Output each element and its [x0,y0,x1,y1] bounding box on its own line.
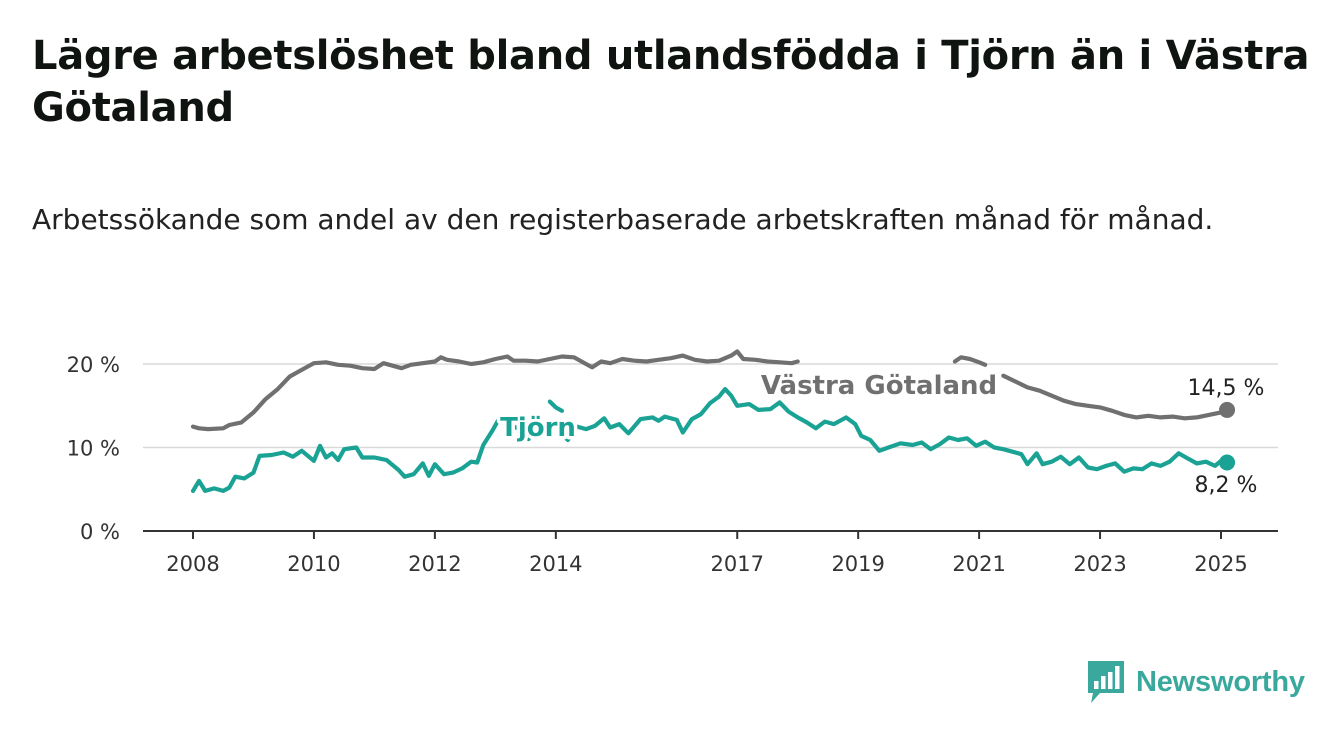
end-value-label-tjorn: 8,2 % [1195,473,1258,498]
tjorn-series-line [190,417,531,493]
series-lines [190,349,1236,493]
brand-name: Newsworthy [1136,665,1305,698]
y-tick-label: 0 % [80,520,120,544]
vastra-gotaland-series-line [952,355,988,367]
tjorn-end-point [1219,454,1236,471]
y-axis-tick-labels: 0 % 10 % 20 % [67,353,120,544]
vastra-gotaland-series-line [190,349,800,432]
bar-chart-logo-icon [1088,661,1124,703]
x-tick-label: 2019 [831,552,884,576]
x-tick-label: 2023 [1073,552,1126,576]
x-axis: 2008 2010 2012 2014 2017 2019 2021 2023 2025 [143,530,1278,576]
vastra-gotaland-series-line [1001,373,1230,421]
x-tick-label: 2010 [287,552,340,576]
x-tick-label: 2021 [952,552,1005,576]
chart-subtitle: Arbetssökande som andel av den registerb… [32,203,1214,236]
vastra-gotaland-end-point [1219,401,1236,418]
y-tick-label: 20 % [67,353,120,377]
x-tick-label: 2025 [1194,552,1247,576]
newsworthy-logo: Newsworthy [1088,660,1305,704]
x-tick-label: 2008 [166,552,219,576]
tjorn-series-line [547,399,565,413]
chart-title: Lägre arbetslöshet bland utlandsfödda i … [32,33,1310,131]
x-tick-label: 2014 [529,552,582,576]
series-label-vastra-gotaland: Västra Götaland [761,371,997,401]
series-label-tjorn: Tjörn [500,413,576,443]
y-tick-label: 10 % [67,437,120,461]
series-labels: Västra Götaland Tjörn 14,5 % 8,2 % [497,368,1265,499]
tjorn-series-line [559,387,1230,474]
x-tick-label: 2017 [711,552,764,576]
end-value-label-vastra-gotaland: 14,5 % [1188,376,1265,401]
x-tick-label: 2012 [408,552,461,576]
